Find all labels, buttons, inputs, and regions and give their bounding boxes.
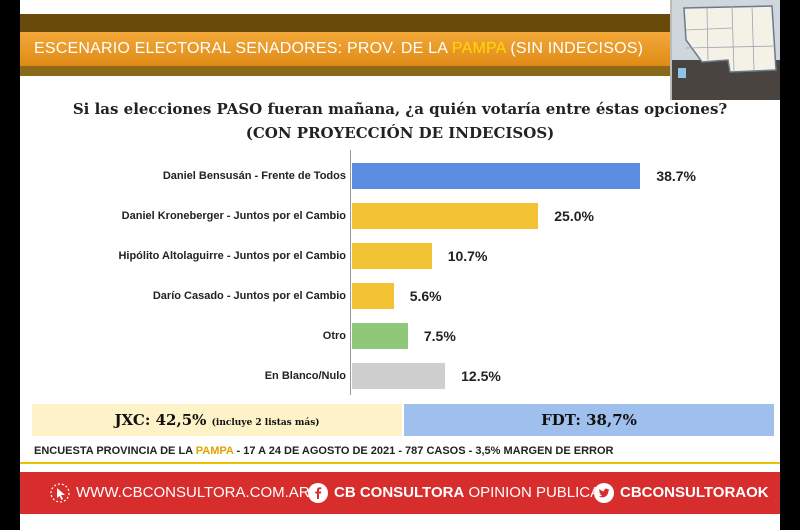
- survey-footnote: ENCUESTA PROVINCIA DE LA PAMPA - 17 A 24…: [34, 445, 613, 457]
- header: ESCENARIO ELECTORAL SENADORES: PROV. DE …: [20, 14, 780, 76]
- value-label: 25.0%: [554, 208, 594, 224]
- category-label: En Blanco/Nulo: [264, 370, 346, 382]
- chart-subtitle: (CON PROYECCIÓN DE INDECISOS): [245, 124, 555, 142]
- survey-footnote-suffix: - 17 A 24 DE AGOSTO DE 2021 - 787 CASOS …: [233, 445, 614, 457]
- province-map-image: [670, 0, 780, 100]
- bar: [352, 283, 394, 309]
- chart-row: Darío Casado - Juntos por el Cambio 5.6%: [20, 282, 780, 310]
- chart-row: Hipólito Altolaguirre - Juntos por el Ca…: [20, 242, 780, 270]
- jxc-summary-label: JXC: 42,5%: [114, 411, 207, 429]
- twitter-link[interactable]: CBCONSULTORAOK: [620, 472, 769, 514]
- social-bar: WWW.CBCONSULTORA.COM.AR CB CONSULTORA OP…: [20, 472, 780, 514]
- jxc-summary-box: JXC: 42,5% (incluye 2 listas más): [32, 404, 402, 436]
- category-label: Daniel Bensusán - Frente de Todos: [162, 170, 346, 182]
- facebook-subtitle: OPINION PUBLICA: [464, 484, 601, 501]
- infographic: ESCENARIO ELECTORAL SENADORES: PROV. DE …: [20, 0, 780, 530]
- category-label: Darío Casado - Juntos por el Cambio: [152, 290, 346, 302]
- map-graphic: [672, 0, 780, 100]
- header-title-suffix: (SIN INDECISOS): [505, 40, 644, 57]
- survey-footnote-highlight: PAMPA: [195, 445, 234, 457]
- chart-row: Otro 7.5%: [20, 322, 780, 350]
- chart-title: Si las elecciones PASO fueran mañana, ¿a…: [72, 100, 728, 118]
- header-title: ESCENARIO ELECTORAL SENADORES: PROV. DE …: [34, 32, 643, 66]
- value-label: 12.5%: [461, 368, 501, 384]
- website-link[interactable]: WWW.CBCONSULTORA.COM.AR: [76, 484, 310, 501]
- chart-axis: [350, 150, 351, 395]
- bar-chart: Daniel Bensusán - Frente de Todos 38.7% Da…: [20, 150, 780, 400]
- cursor-icon: [50, 483, 70, 503]
- value-label: 38.7%: [656, 168, 697, 184]
- chart-row: Daniel Kroneberger - Juntos por el Cambi…: [20, 202, 780, 230]
- fdt-summary-label: FDT: 38,7%: [541, 411, 637, 429]
- category-label: Hipólito Altolaguirre - Juntos por el Ca…: [118, 250, 346, 262]
- facebook-name: CB CONSULTORA: [334, 484, 465, 501]
- value-label: 5.6%: [409, 288, 442, 304]
- facebook-icon: [308, 483, 328, 503]
- chart-row: En Blanco/Nulo 12.5%: [20, 362, 780, 390]
- category-label: Daniel Kroneberger - Juntos por el Cambi…: [121, 210, 346, 222]
- category-label: Otro: [322, 330, 346, 342]
- header-title-highlight: PAMPA: [451, 40, 506, 57]
- header-underline: [20, 66, 780, 76]
- bar: [352, 163, 641, 189]
- twitter-handle: CBCONSULTORAOK: [620, 484, 769, 501]
- facebook-link[interactable]: CB CONSULTORA OPINION PUBLICA: [334, 472, 600, 514]
- footer-divider: [20, 462, 780, 464]
- fdt-summary-box: FDT: 38,7%: [404, 404, 774, 436]
- value-label: 10.7%: [447, 248, 488, 264]
- bar: [352, 203, 539, 229]
- jxc-summary-note: (incluye 2 listas más): [211, 418, 320, 428]
- header-title-text: ESCENARIO ELECTORAL SENADORES: PROV. DE …: [34, 40, 452, 57]
- value-label: 7.5%: [423, 328, 456, 344]
- header-bar: ESCENARIO ELECTORAL SENADORES: PROV. DE …: [20, 32, 780, 66]
- twitter-icon: [594, 483, 614, 503]
- chart-row: Daniel Bensusán - Frente de Todos 38.7%: [20, 162, 780, 190]
- bar: [352, 363, 446, 389]
- bar: [352, 243, 432, 269]
- bar: [352, 323, 408, 349]
- survey-footnote-text: ENCUESTA PROVINCIA DE LA: [34, 445, 196, 457]
